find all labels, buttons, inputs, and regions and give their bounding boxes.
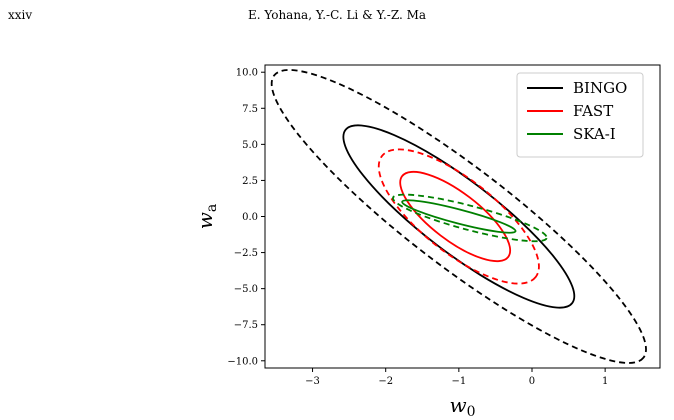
x-tick-label: −2 (378, 376, 393, 387)
y-tick-label: −2.5 (234, 248, 258, 259)
y-tick-label: 7.5 (242, 104, 258, 115)
x-axis-label: w0 (449, 393, 475, 420)
y-tick-label: 0.0 (242, 212, 258, 223)
x-tick-label: 0 (529, 376, 535, 387)
contour-ska-i-inner (401, 199, 517, 234)
x-tick-label: −1 (451, 376, 466, 387)
y-tick-label: 2.5 (242, 176, 258, 187)
legend-label-ska-i: SKA-I (573, 125, 616, 143)
legend-box (516, 72, 644, 158)
axes-layer: −3 −2 −1 0 1 10.0 7.5 5.0 2.5 0.0 −2.5 −5.0 −7.5 −10.… (193, 64, 661, 420)
y-tick-label: −7.5 (234, 320, 258, 331)
contour-layer (270, 69, 647, 364)
legend-label-fast: FAST (573, 102, 613, 120)
y-tick-label: 10.0 (236, 68, 258, 79)
legend: BINGO FAST SKA-I (516, 72, 644, 158)
contour-fast-outer (377, 148, 540, 285)
page-number: xxiv (8, 8, 33, 22)
x-tick-label: −3 (305, 376, 320, 387)
x-tick-label: 1 (602, 376, 608, 387)
y-tick-label: −10.0 (227, 356, 258, 367)
y-tick-label: 5.0 (242, 140, 258, 151)
contour-ska-i-outer (392, 193, 548, 243)
y-axis-label: wa (193, 204, 220, 229)
running-header-authors: E. Yohana, Y.-C. Li & Y.-Z. Ma (247, 8, 427, 22)
contour-fast-inner (399, 170, 512, 263)
contour-bingo-outer (270, 69, 647, 364)
legend-label-bingo: BINGO (573, 79, 627, 97)
y-tick-label: −5.0 (234, 284, 258, 295)
